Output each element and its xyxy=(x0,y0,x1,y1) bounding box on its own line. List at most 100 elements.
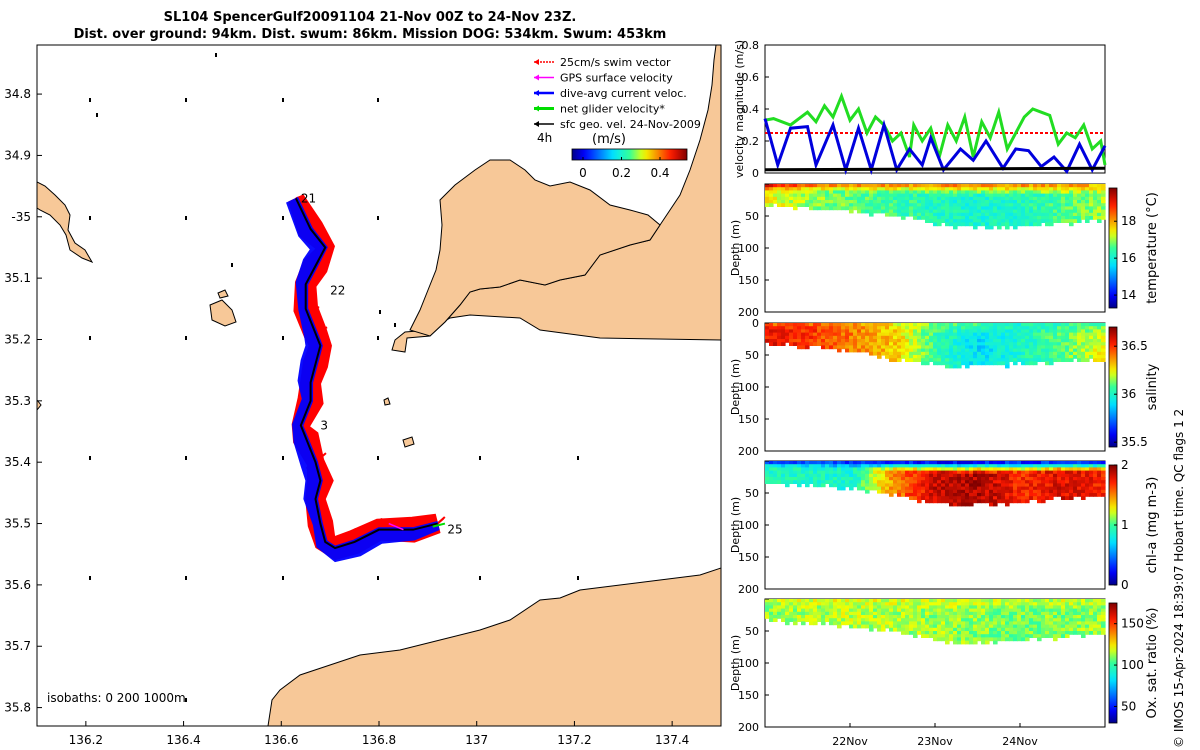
chla-panel-cell xyxy=(1033,496,1038,500)
chla-panel-cell xyxy=(877,483,882,488)
oxygen-panel-cell xyxy=(857,599,862,603)
salinity-panel-cell xyxy=(853,345,858,350)
salinity-panel-cell xyxy=(1045,348,1050,353)
chla-panel-cell xyxy=(829,483,834,488)
chla-panel-cell xyxy=(849,483,854,488)
temperature-panel-cell xyxy=(1029,222,1034,227)
temperature-panel-cell xyxy=(1005,196,1010,201)
temperature-panel-cell xyxy=(893,200,898,204)
temperature-panel-cell xyxy=(1089,203,1094,207)
temperature-panel-cell xyxy=(917,200,922,204)
chla-panel-cell xyxy=(825,470,830,475)
oxygen-panel-cell xyxy=(817,611,822,616)
temperature-panel-cell xyxy=(817,193,822,198)
salinity-panel-cell xyxy=(785,339,790,343)
temperature-panel-cell xyxy=(1077,196,1082,201)
salinity-panel-cell xyxy=(1069,323,1074,327)
oxygen-panel-cell xyxy=(765,605,770,610)
chla-panel-cell xyxy=(949,473,954,478)
oxygen-panel-cell xyxy=(989,602,994,606)
salinity-panel-cell xyxy=(933,326,938,330)
temperature-panel-cell xyxy=(825,184,830,188)
temperature-panel-cell xyxy=(853,187,858,191)
temperature-panel-cell xyxy=(1025,222,1030,227)
oxygen-panel-cell xyxy=(845,618,850,622)
chla-panel-cell xyxy=(969,496,974,500)
oxygen-panel-cell xyxy=(981,637,986,642)
salinity-panel-cell xyxy=(957,335,962,340)
chla-panel-cell xyxy=(1073,483,1078,488)
chla-panel-cell xyxy=(993,470,998,475)
oxygen-panel-cell xyxy=(797,605,802,610)
oxygen-panel-cell xyxy=(965,627,970,632)
temperature-panel-cell xyxy=(993,190,998,195)
temperature-panel-cell xyxy=(905,206,910,211)
salinity-panel-cell xyxy=(869,326,874,330)
salinity-panel-cell xyxy=(1053,355,1058,359)
temperature-panel-cell xyxy=(993,212,998,217)
oxygen-panel-cell xyxy=(1089,627,1094,632)
salinity-panel-cell xyxy=(993,332,998,337)
salinity-panel-cell xyxy=(1021,332,1026,337)
salinity-panel-cell xyxy=(1085,326,1090,330)
chla-panel-cell xyxy=(997,477,1002,481)
temperature-panel-cell xyxy=(765,196,770,201)
oxygen-panel-cell xyxy=(1093,599,1098,603)
salinity-panel-cell xyxy=(893,345,898,350)
salinity-panel-cell xyxy=(969,345,974,350)
oxygen-panel-cell xyxy=(789,602,794,606)
oxygen-panel-cell xyxy=(913,605,918,610)
salinity-panel-cell xyxy=(969,335,974,340)
chla-panel-cell xyxy=(1053,473,1058,478)
chla-panel-cell xyxy=(973,467,978,472)
oxygen-panel-cell xyxy=(1081,605,1086,610)
oxygen-panel-cell xyxy=(921,608,926,613)
salinity-panel-cell xyxy=(1097,323,1102,327)
temperature-panel-cell xyxy=(849,203,854,207)
temperature-panel-cell xyxy=(1041,187,1046,191)
chla-panel-cell xyxy=(1005,483,1010,488)
chla-panel-cell xyxy=(1065,464,1070,468)
temperature-panel-cell xyxy=(1021,203,1026,207)
oxygen-panel-cell xyxy=(925,605,930,610)
chla-panel-cell xyxy=(813,477,818,481)
temperature-panel-cell xyxy=(985,193,990,198)
salinity-panel-cell xyxy=(1037,358,1042,362)
salinity-panel-cell xyxy=(813,339,818,343)
temperature-panel-cell xyxy=(1025,206,1030,211)
temperature-panel-cell xyxy=(881,190,886,195)
temperature-panel-cell xyxy=(777,196,782,201)
oxygen-panel-cell xyxy=(1045,608,1050,613)
oxygen-panel-cell xyxy=(981,608,986,613)
chla-panel-cell xyxy=(989,489,994,494)
salinity-panel-cell xyxy=(849,339,854,343)
temperature-panel-cell xyxy=(949,187,954,191)
salinity-panel-cell xyxy=(805,345,810,350)
map-y-tick-label: 35.8 xyxy=(4,701,31,715)
temperature-panel-cell xyxy=(961,184,966,188)
temperature-panel-cell xyxy=(1017,196,1022,201)
salinity-panel-cell xyxy=(1037,326,1042,330)
salinity-panel-cell xyxy=(941,339,946,343)
temperature-panel-cell xyxy=(937,187,942,191)
salinity-panel-cell xyxy=(865,326,870,330)
salinity-panel-cell xyxy=(825,345,830,350)
oxygen-panel-cell xyxy=(1045,634,1050,638)
salinity-panel-cell xyxy=(1061,351,1066,356)
chla-panel-cell xyxy=(921,470,926,475)
salinity-panel-colorbar-tick-label: 36.5 xyxy=(1121,339,1148,353)
oxygen-panel-cell xyxy=(1037,637,1042,642)
oxygen-panel-cell xyxy=(1025,599,1030,603)
chla-panel-cell xyxy=(837,464,842,468)
oxygen-panel-cell xyxy=(1001,631,1006,635)
oxygen-panel-cell xyxy=(1017,621,1022,626)
temperature-panel-cell xyxy=(853,206,858,211)
oxygen-panel-cell xyxy=(1061,624,1066,629)
oxygen-panel-cell xyxy=(1065,605,1070,610)
oxygen-panel-cell xyxy=(977,634,982,638)
temperature-panel-cell xyxy=(781,184,786,188)
chla-panel-cell xyxy=(1089,477,1094,481)
temperature-panel-cell xyxy=(861,193,866,198)
temperature-panel-cell xyxy=(1025,184,1030,188)
oxygen-panel-cell xyxy=(781,608,786,613)
